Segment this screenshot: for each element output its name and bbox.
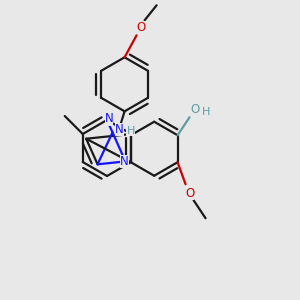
Text: H: H: [201, 107, 210, 117]
Text: N: N: [120, 155, 129, 168]
Text: O: O: [185, 187, 194, 200]
Text: N: N: [115, 123, 124, 136]
Text: O: O: [136, 21, 145, 34]
Text: N: N: [105, 112, 113, 125]
Text: O: O: [190, 103, 199, 116]
Text: H: H: [126, 126, 135, 136]
